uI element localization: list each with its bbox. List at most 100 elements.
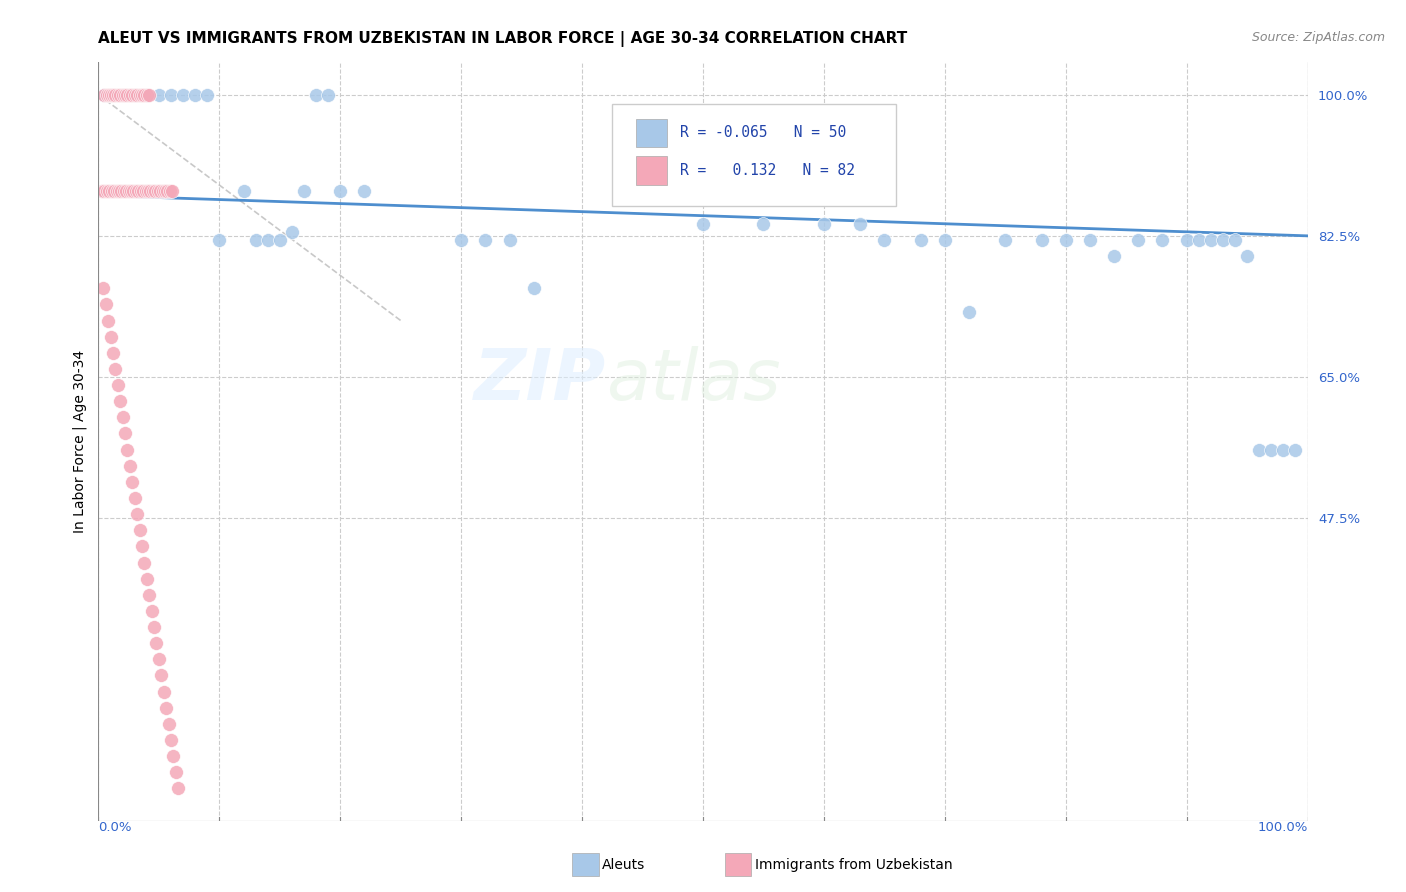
Point: [1188, 233, 1211, 247]
Point: [994, 233, 1017, 247]
Point: [152, 185, 174, 199]
Point: [1223, 233, 1246, 247]
Point: [1236, 249, 1258, 263]
Point: [93, 87, 115, 102]
Text: ZIP: ZIP: [474, 346, 606, 416]
Point: [155, 700, 177, 714]
Point: [100, 87, 122, 102]
Point: [957, 305, 980, 319]
Point: [91, 185, 114, 199]
Point: [1078, 233, 1101, 247]
Point: [111, 87, 134, 102]
Point: [1249, 442, 1271, 457]
Point: [305, 87, 328, 102]
Point: [124, 491, 146, 505]
Point: [135, 87, 157, 102]
Point: [127, 507, 149, 521]
Bar: [572, 854, 599, 876]
Point: [117, 442, 139, 457]
Point: [107, 378, 129, 392]
Point: [122, 185, 145, 199]
Point: [127, 185, 149, 199]
Point: [118, 185, 141, 199]
Point: [153, 185, 176, 199]
Point: [149, 185, 172, 199]
Point: [157, 716, 180, 731]
Point: [162, 749, 184, 764]
Point: [128, 87, 150, 102]
Point: [143, 185, 166, 199]
Point: [145, 636, 167, 650]
Point: [1128, 233, 1150, 247]
Point: [100, 185, 122, 199]
Text: ALEUT VS IMMIGRANTS FROM UZBEKISTAN IN LABOR FORCE | AGE 30-34 CORRELATION CHART: ALEUT VS IMMIGRANTS FROM UZBEKISTAN IN L…: [98, 31, 908, 47]
Point: [103, 185, 125, 199]
Point: [93, 185, 115, 199]
Point: [135, 87, 157, 102]
Point: [292, 185, 315, 199]
Point: [172, 87, 194, 102]
Point: [104, 87, 127, 102]
Point: [108, 185, 131, 199]
Point: [131, 87, 153, 102]
Point: [849, 217, 872, 231]
Y-axis label: In Labor Force | Age 30-34: In Labor Force | Age 30-34: [73, 350, 87, 533]
Point: [98, 185, 121, 199]
Text: 0.0%: 0.0%: [98, 821, 132, 834]
Point: [1175, 233, 1198, 247]
Point: [131, 540, 153, 554]
Point: [114, 426, 136, 441]
Point: [1054, 233, 1077, 247]
Point: [148, 652, 170, 666]
Point: [96, 185, 118, 199]
Point: [98, 87, 121, 102]
Point: [124, 87, 146, 102]
Text: atlas: atlas: [606, 346, 780, 416]
Point: [128, 523, 150, 537]
Point: [121, 87, 143, 102]
Point: [910, 233, 932, 247]
Point: [110, 185, 132, 199]
Point: [692, 217, 714, 231]
Point: [108, 87, 131, 102]
Point: [134, 87, 156, 102]
Text: R = -0.065   N = 50: R = -0.065 N = 50: [681, 126, 846, 140]
Point: [150, 668, 173, 682]
Text: 100.0%: 100.0%: [1257, 821, 1308, 834]
Point: [256, 233, 278, 247]
Point: [97, 313, 120, 327]
Point: [129, 185, 152, 199]
Point: [93, 87, 115, 102]
Point: [1272, 442, 1295, 457]
Point: [107, 87, 129, 102]
Point: [91, 281, 114, 295]
Point: [232, 185, 254, 199]
Point: [134, 556, 156, 570]
FancyBboxPatch shape: [613, 104, 897, 206]
Point: [141, 604, 163, 618]
Point: [1212, 233, 1234, 247]
Point: [114, 87, 136, 102]
Point: [100, 329, 122, 343]
Point: [132, 185, 155, 199]
Point: [120, 185, 142, 199]
Point: [1031, 233, 1053, 247]
Point: [127, 87, 149, 102]
Point: [167, 781, 190, 796]
Bar: [637, 156, 666, 186]
Point: [160, 87, 183, 102]
Point: [498, 233, 520, 247]
Point: [118, 458, 141, 473]
Point: [523, 281, 546, 295]
Point: [165, 765, 187, 780]
Point: [474, 233, 496, 247]
Point: [1284, 442, 1306, 457]
Point: [152, 684, 174, 698]
Point: [1199, 233, 1222, 247]
Text: Immigrants from Uzbekistan: Immigrants from Uzbekistan: [755, 857, 953, 871]
Point: [96, 87, 118, 102]
Point: [117, 87, 139, 102]
Point: [1152, 233, 1174, 247]
Bar: [724, 854, 751, 876]
Point: [245, 233, 267, 247]
